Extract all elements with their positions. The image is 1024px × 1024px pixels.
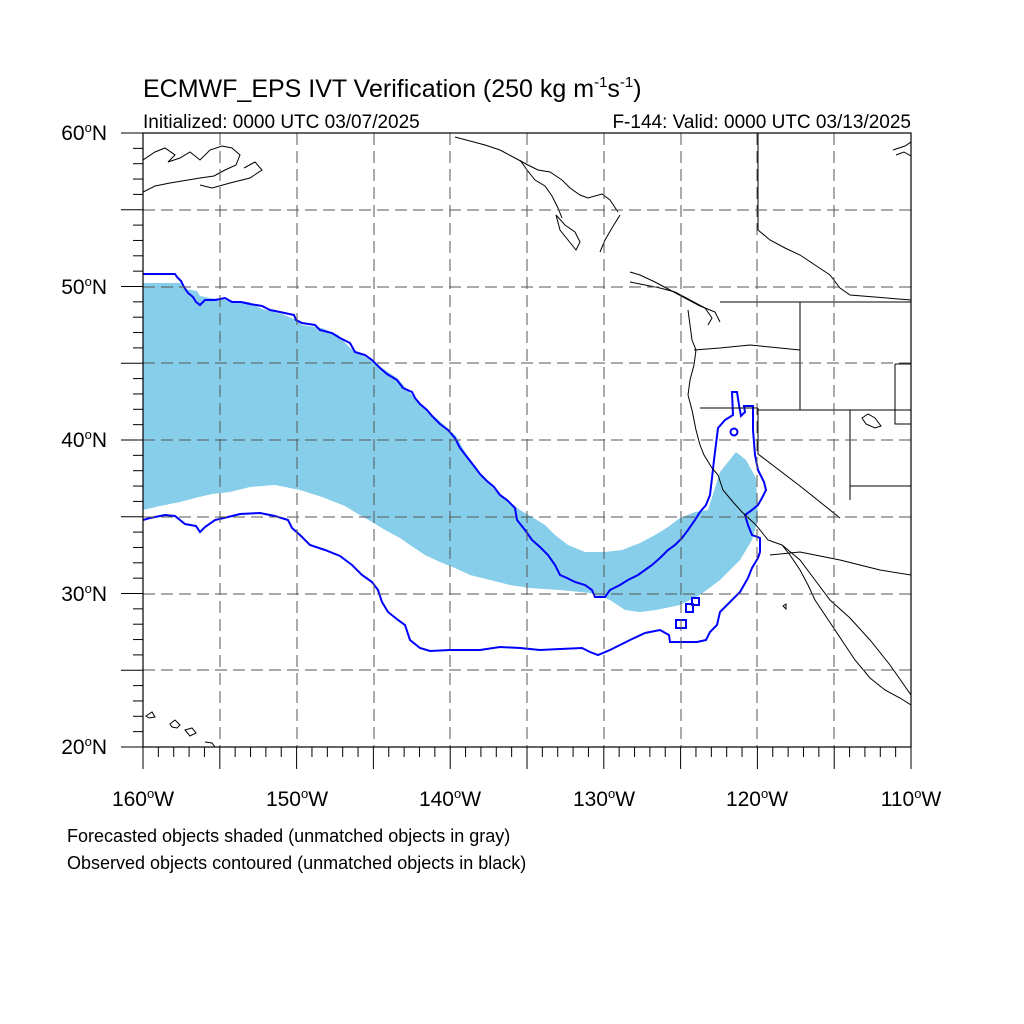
lat-label-40: 40oN [61,427,107,452]
axis-ticks [121,132,912,769]
lat-label-60: 60oN [61,120,107,145]
observed-contour-small-2 [685,603,694,613]
coastlines [143,136,911,747]
caption-observed: Observed objects contoured (unmatched ob… [67,853,526,873]
lon-label-150: 150oW [266,786,328,811]
political-boundaries [693,133,911,576]
longitude-labels: 160oW 150oW 140oW 130oW 120oW 110oW [112,786,942,811]
observed-ivt-contour [143,273,768,657]
lon-label-160: 160oW [112,786,174,811]
lon-label-130: 130oW [573,786,635,811]
latitude-labels: 60oN 50oN 40oN 30oN 20oN [61,120,107,759]
caption-forecast: Forecasted objects shaded (unmatched obj… [67,826,510,846]
lat-label-20: 20oN [61,734,107,759]
graticule [143,133,911,747]
observed-contour-small-3 [691,597,700,606]
valid-time-label: F-144: Valid: 0000 UTC 03/13/2025 [612,112,911,133]
observed-contour-small-1 [675,619,687,629]
lon-label-110: 110oW [881,786,942,811]
lon-label-120: 120oW [726,786,788,811]
lat-label-50: 50oN [61,274,107,299]
lat-label-30: 30oN [61,581,107,606]
init-time-label: Initialized: 0000 UTC 03/07/2025 [143,112,420,133]
map-panel [121,132,912,769]
observed-contour-small-4 [729,427,739,437]
lon-label-140: 140oW [419,786,481,811]
figure-title: ECMWF_EPS IVT Verification (250 kg m-1s-… [143,74,642,103]
